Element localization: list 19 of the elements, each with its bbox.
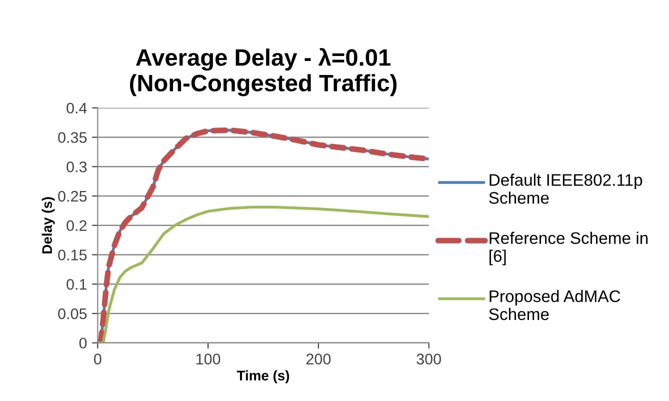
x-axis-title: Time (s): [236, 370, 290, 384]
y-tick-label: 0.4: [66, 102, 87, 114]
legend-label: Default IEEE802.11p Scheme: [489, 174, 642, 204]
y-tick-label: 0.3: [66, 161, 87, 172]
x-tick-label: 0: [94, 354, 102, 364]
x-tick-label: 100: [196, 354, 220, 364]
y-tick-label: 0.1: [66, 278, 87, 290]
x-tick-label: 200: [306, 354, 331, 364]
y-axis-title: Delay (s): [42, 197, 55, 254]
x-tick-label: 300: [416, 354, 441, 364]
y-tick-label: 0.2: [66, 220, 86, 232]
legend-label: Reference Scheme in [6]: [490, 232, 648, 266]
chart-title: Average Delay - λ=0.01 (Non-Congested Traffic): [130, 48, 397, 96]
y-tick-label: 0.15: [58, 250, 87, 260]
y-tick-label: 0.35: [58, 132, 87, 143]
y-tick-label: 0.25: [58, 190, 87, 202]
legend-label: Proposed AdMAC Scheme: [489, 290, 620, 320]
y-tick-label: 0.05: [58, 308, 87, 320]
y-tick-label: 0: [79, 338, 87, 349]
